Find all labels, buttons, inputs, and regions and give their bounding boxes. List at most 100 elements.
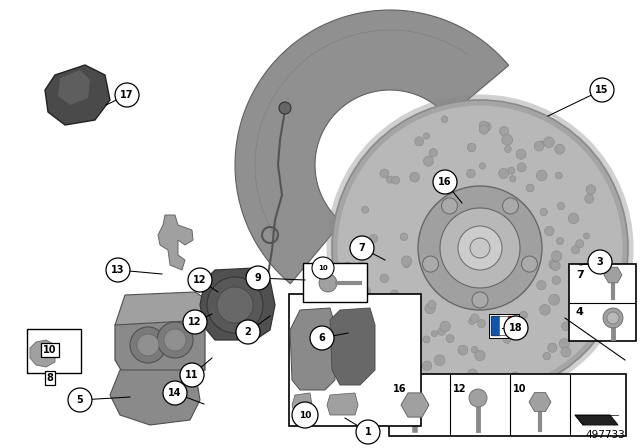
Circle shape <box>468 318 476 325</box>
Circle shape <box>471 346 478 353</box>
Circle shape <box>503 336 511 343</box>
Circle shape <box>369 234 378 243</box>
Polygon shape <box>340 295 420 345</box>
Circle shape <box>509 176 516 182</box>
Circle shape <box>164 329 186 351</box>
Text: 497733: 497733 <box>585 430 625 440</box>
Circle shape <box>356 262 367 273</box>
Polygon shape <box>401 393 429 417</box>
Circle shape <box>310 326 334 350</box>
Circle shape <box>429 149 438 157</box>
Text: 11: 11 <box>185 370 199 380</box>
Polygon shape <box>58 70 90 105</box>
Circle shape <box>511 372 520 381</box>
Circle shape <box>526 184 534 192</box>
Circle shape <box>362 206 369 213</box>
Circle shape <box>387 176 394 183</box>
Circle shape <box>424 156 433 166</box>
Circle shape <box>423 336 430 343</box>
Circle shape <box>425 303 435 314</box>
Circle shape <box>479 163 486 169</box>
Circle shape <box>479 121 488 130</box>
Circle shape <box>504 146 511 153</box>
Circle shape <box>548 343 557 352</box>
Circle shape <box>422 361 432 370</box>
Circle shape <box>584 233 589 239</box>
Circle shape <box>350 236 374 260</box>
Circle shape <box>406 305 412 311</box>
Circle shape <box>217 287 253 323</box>
Bar <box>508 316 517 335</box>
Text: 16: 16 <box>438 177 452 187</box>
Circle shape <box>561 347 571 357</box>
Text: 15: 15 <box>595 85 609 95</box>
Circle shape <box>68 388 92 412</box>
Circle shape <box>520 311 527 319</box>
Polygon shape <box>330 308 375 385</box>
Circle shape <box>442 198 458 214</box>
Circle shape <box>467 169 476 178</box>
Circle shape <box>555 144 564 154</box>
FancyBboxPatch shape <box>289 294 421 426</box>
Circle shape <box>540 304 550 315</box>
Circle shape <box>545 226 554 236</box>
Circle shape <box>470 314 479 323</box>
Circle shape <box>390 290 399 298</box>
Circle shape <box>499 126 509 136</box>
Circle shape <box>499 168 509 178</box>
Circle shape <box>431 331 437 337</box>
FancyBboxPatch shape <box>389 374 626 436</box>
Polygon shape <box>290 308 335 390</box>
Circle shape <box>380 274 388 283</box>
Circle shape <box>385 315 392 322</box>
Polygon shape <box>115 295 205 385</box>
Circle shape <box>236 320 260 344</box>
Circle shape <box>559 339 570 349</box>
Circle shape <box>344 262 351 269</box>
Circle shape <box>556 172 563 179</box>
Circle shape <box>418 186 542 310</box>
Circle shape <box>246 266 270 290</box>
Circle shape <box>438 327 445 335</box>
Circle shape <box>562 322 570 331</box>
Polygon shape <box>604 267 622 283</box>
Polygon shape <box>327 393 358 415</box>
Circle shape <box>470 238 490 258</box>
Circle shape <box>312 257 334 279</box>
Circle shape <box>279 102 291 114</box>
Text: 12: 12 <box>188 317 202 327</box>
Text: 5: 5 <box>77 395 83 405</box>
Text: 10: 10 <box>44 345 57 355</box>
Circle shape <box>537 280 546 290</box>
Text: 1: 1 <box>365 427 371 437</box>
Circle shape <box>410 172 419 182</box>
Circle shape <box>467 143 476 152</box>
Circle shape <box>548 294 559 305</box>
Circle shape <box>517 163 526 172</box>
Bar <box>491 316 500 335</box>
Circle shape <box>551 251 562 261</box>
Circle shape <box>392 176 399 184</box>
Polygon shape <box>110 370 200 425</box>
Circle shape <box>469 389 487 407</box>
Circle shape <box>516 149 526 159</box>
Circle shape <box>579 310 587 318</box>
Circle shape <box>543 137 554 147</box>
Circle shape <box>585 194 594 203</box>
Polygon shape <box>115 292 215 325</box>
Circle shape <box>380 169 389 178</box>
Circle shape <box>603 308 623 328</box>
Circle shape <box>540 208 548 216</box>
Circle shape <box>539 141 545 147</box>
Circle shape <box>475 350 485 361</box>
Polygon shape <box>358 305 405 332</box>
Circle shape <box>362 287 371 296</box>
Circle shape <box>557 202 564 210</box>
Circle shape <box>440 208 520 288</box>
FancyBboxPatch shape <box>27 329 81 373</box>
Circle shape <box>556 237 564 245</box>
Circle shape <box>604 271 613 280</box>
Circle shape <box>522 256 538 272</box>
Circle shape <box>428 300 436 309</box>
Text: 7: 7 <box>576 270 584 280</box>
